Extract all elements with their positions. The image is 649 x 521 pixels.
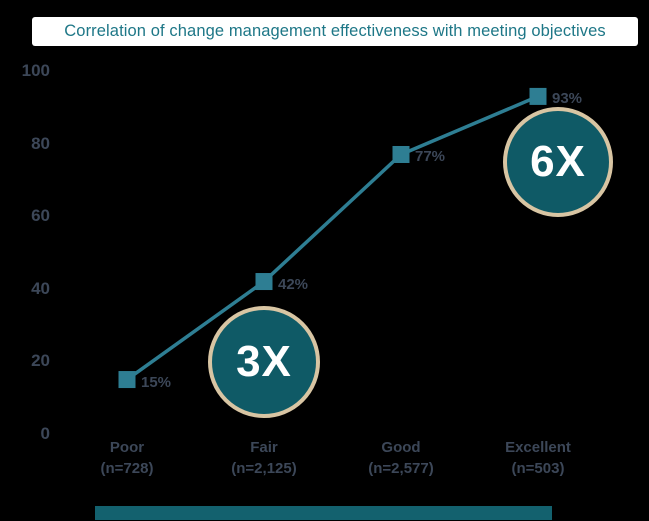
data-label-good: 77% bbox=[415, 148, 446, 166]
y-axis-tick-60: 60 bbox=[31, 206, 50, 226]
x-axis-label-good: Good (n=2,577) bbox=[331, 437, 471, 479]
data-label-poor: 15% bbox=[141, 373, 172, 391]
data-label-fair: 42% bbox=[278, 275, 309, 293]
annotation-6x: 6X bbox=[503, 107, 613, 218]
category-sample-size: (n=503) bbox=[511, 460, 565, 477]
x-axis-label-excellent: Excellent (n=503) bbox=[468, 437, 608, 479]
y-axis-tick-80: 80 bbox=[31, 133, 50, 153]
category-name: Fair bbox=[250, 439, 278, 456]
y-axis-tick-100: 100 bbox=[21, 61, 50, 80]
data-point-marker-fair bbox=[255, 273, 273, 291]
chart-title: Correlation of change management effecti… bbox=[64, 22, 606, 40]
category-name: Poor bbox=[109, 439, 145, 456]
y-axis-tick-0: 0 bbox=[40, 424, 50, 443]
y-axis-tick-20: 20 bbox=[31, 351, 50, 371]
annotation-3x: 3X bbox=[208, 305, 320, 418]
data-point-marker-excellent bbox=[529, 87, 547, 105]
category-name: Good bbox=[381, 439, 421, 456]
data-point-marker-poor bbox=[118, 371, 136, 389]
x-axis-label-fair: Fair (n=2,125) bbox=[194, 437, 334, 479]
data-point-marker-good bbox=[392, 145, 410, 163]
category-sample-size: (n=2,125) bbox=[231, 460, 297, 477]
chart-title-banner: Correlation of change management effecti… bbox=[32, 17, 638, 46]
data-label-excellent: 93% bbox=[552, 90, 583, 108]
x-axis-label-poor: Poor (n=728) bbox=[57, 437, 197, 479]
category-name: Excellent bbox=[505, 439, 571, 456]
category-sample-size: (n=728) bbox=[100, 460, 154, 477]
y-axis-tick-40: 40 bbox=[31, 278, 50, 298]
footer-bar bbox=[95, 506, 552, 520]
trend-line bbox=[125, 94, 539, 381]
category-sample-size: (n=2,577) bbox=[368, 460, 434, 477]
